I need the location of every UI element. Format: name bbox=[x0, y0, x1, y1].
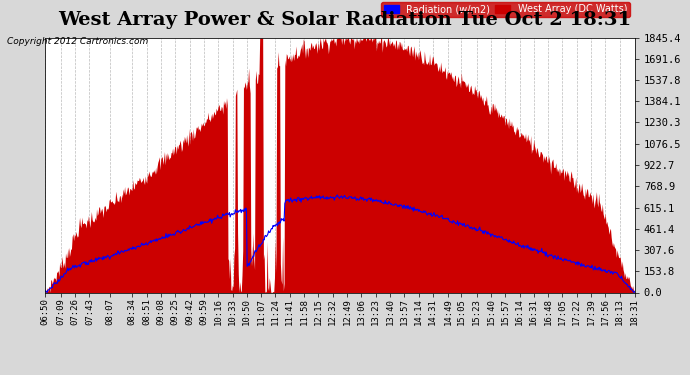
Text: Copyright 2012 Cartronics.com: Copyright 2012 Cartronics.com bbox=[7, 38, 148, 46]
Text: West Array Power & Solar Radiation Tue Oct 2 18:31: West Array Power & Solar Radiation Tue O… bbox=[59, 11, 631, 29]
Legend: Radiation (w/m2), West Array (DC Watts): Radiation (w/m2), West Array (DC Watts) bbox=[381, 2, 630, 17]
